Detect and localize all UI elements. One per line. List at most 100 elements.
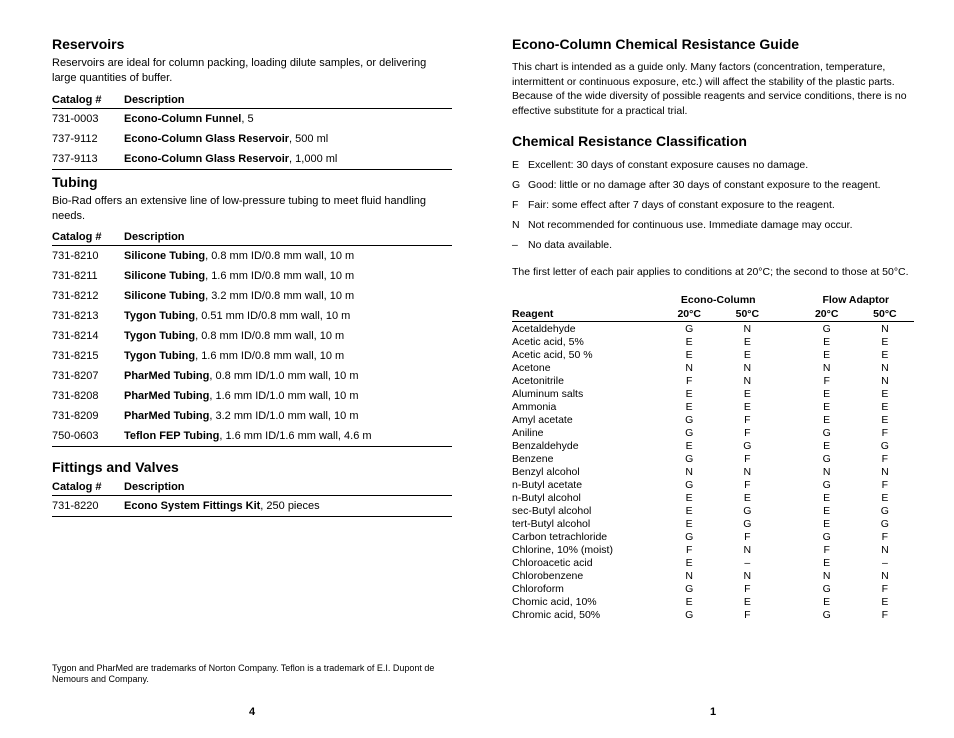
- chem-hd-e50: 50°C: [718, 307, 776, 322]
- chem-value: N: [798, 569, 856, 582]
- chem-hd-f50: 50°C: [856, 307, 914, 322]
- catalog-description: PharMed Tubing, 0.8 mm ID/1.0 mm wall, 1…: [124, 366, 452, 386]
- chem-value: F: [856, 478, 914, 491]
- chem-value: E: [798, 556, 856, 569]
- chem-value: N: [718, 543, 776, 556]
- chem-value: E: [660, 387, 718, 400]
- classification-row: –No data available.: [512, 239, 914, 251]
- chem-value: N: [660, 465, 718, 478]
- chem-value: F: [856, 530, 914, 543]
- left-page-number: 4: [52, 706, 452, 718]
- chem-value: G: [718, 517, 776, 530]
- chem-value: E: [660, 595, 718, 608]
- chem-value: N: [660, 361, 718, 374]
- chem-row: Benzyl alcoholNNNN: [512, 465, 914, 478]
- table-row: 731-8220Econo System Fittings Kit, 250 p…: [52, 496, 452, 517]
- table-row: 731-8207PharMed Tubing, 0.8 mm ID/1.0 mm…: [52, 366, 452, 386]
- chem-value: E: [856, 335, 914, 348]
- classification-code: –: [512, 239, 528, 251]
- chem-value: N: [856, 465, 914, 478]
- chem-value: G: [798, 452, 856, 465]
- chem-value: E: [856, 491, 914, 504]
- reservoirs-header-cat: Catalog #: [52, 92, 124, 109]
- chem-value: E: [798, 439, 856, 452]
- chem-value: E: [718, 400, 776, 413]
- table-row: 737-9113Econo-Column Glass Reservoir, 1,…: [52, 149, 452, 170]
- chem-value: F: [718, 413, 776, 426]
- chem-reagent: Chlorobenzene: [512, 569, 660, 582]
- catalog-description: Tygon Tubing, 0.8 mm ID/0.8 mm wall, 10 …: [124, 326, 452, 346]
- chem-row: AmmoniaEEEE: [512, 400, 914, 413]
- chem-reagent: Chromic acid, 50%: [512, 608, 660, 621]
- chem-value: E: [798, 504, 856, 517]
- catalog-description: Econo-Column Glass Reservoir, 500 ml: [124, 129, 452, 149]
- chem-value: G: [798, 582, 856, 595]
- chem-reagent: n-Butyl alcohol: [512, 491, 660, 504]
- chem-value: E: [660, 556, 718, 569]
- chem-row: sec-Butyl alcoholEGEG: [512, 504, 914, 517]
- tubing-table: Catalog # Description 731-8210Silicone T…: [52, 229, 452, 447]
- reservoirs-header-desc: Description: [124, 92, 452, 109]
- chem-value: N: [718, 465, 776, 478]
- chem-value: G: [660, 452, 718, 465]
- catalog-number: 737-9112: [52, 129, 124, 149]
- chem-row: Acetic acid, 50 %EEEE: [512, 348, 914, 361]
- chem-hd-reagent: Reagent: [512, 307, 660, 322]
- chem-value: E: [798, 387, 856, 400]
- chem-value: E: [718, 387, 776, 400]
- chem-value: E: [798, 413, 856, 426]
- right-page-number: 1: [512, 706, 914, 718]
- chem-value: F: [718, 608, 776, 621]
- catalog-number: 731-8207: [52, 366, 124, 386]
- chem-reagent: Chlorine, 10% (moist): [512, 543, 660, 556]
- chem-value: G: [660, 582, 718, 595]
- chem-value: G: [798, 426, 856, 439]
- chem-value: G: [660, 426, 718, 439]
- fittings-header-cat: Catalog #: [52, 479, 124, 496]
- chem-value: E: [798, 335, 856, 348]
- chem-hd-e20: 20°C: [660, 307, 718, 322]
- chem-value: N: [798, 361, 856, 374]
- chem-row: AcetoneNNNN: [512, 361, 914, 374]
- left-page: Reservoirs Reservoirs are ideal for colu…: [52, 36, 452, 718]
- condition-note: The first letter of each pair applies to…: [512, 265, 914, 280]
- chem-reagent: Chomic acid, 10%: [512, 595, 660, 608]
- chem-value: F: [856, 426, 914, 439]
- chem-row: Chromic acid, 50%GFGF: [512, 608, 914, 621]
- guide-title: Econo-Column Chemical Resistance Guide: [512, 36, 914, 52]
- chemical-resistance-table: Econo-Column Flow Adaptor Reagent 20°C 5…: [512, 293, 914, 621]
- reservoirs-intro: Reservoirs are ideal for column packing,…: [52, 56, 452, 86]
- chem-value: N: [856, 361, 914, 374]
- classification-list: EExcellent: 30 days of constant exposure…: [512, 159, 914, 259]
- left-footnote: Tygon and PharMed are trademarks of Nort…: [52, 633, 452, 686]
- chem-reagent: Carbon tetrachloride: [512, 530, 660, 543]
- catalog-description: Silicone Tubing, 0.8 mm ID/0.8 mm wall, …: [124, 246, 452, 267]
- table-row: 731-8215Tygon Tubing, 1.6 mm ID/0.8 mm w…: [52, 346, 452, 366]
- chem-row: AcetonitrileFNFN: [512, 374, 914, 387]
- chem-value: F: [798, 543, 856, 556]
- chem-value: N: [856, 543, 914, 556]
- chem-row: Chomic acid, 10%EEEE: [512, 595, 914, 608]
- classification-text: Not recommended for continuous use. Imme…: [528, 219, 914, 231]
- tubing-header-cat: Catalog #: [52, 229, 124, 246]
- catalog-description: Silicone Tubing, 1.6 mm ID/0.8 mm wall, …: [124, 266, 452, 286]
- fittings-header-desc: Description: [124, 479, 452, 496]
- catalog-number: 731-8209: [52, 406, 124, 426]
- classification-code: N: [512, 219, 528, 231]
- chem-reagent: Acetaldehyde: [512, 322, 660, 336]
- fittings-title: Fittings and Valves: [52, 459, 452, 475]
- classification-text: Excellent: 30 days of constant exposure …: [528, 159, 914, 171]
- chem-value: F: [718, 530, 776, 543]
- chem-row: BenzaldehydeEGEG: [512, 439, 914, 452]
- chem-value: N: [718, 322, 776, 336]
- chem-reagent: Benzaldehyde: [512, 439, 660, 452]
- chem-reagent: Chloroacetic acid: [512, 556, 660, 569]
- chem-reagent: n-Butyl acetate: [512, 478, 660, 491]
- catalog-description: Silicone Tubing, 3.2 mm ID/0.8 mm wall, …: [124, 286, 452, 306]
- right-page: Econo-Column Chemical Resistance Guide T…: [512, 36, 914, 718]
- table-row: 731-8211Silicone Tubing, 1.6 mm ID/0.8 m…: [52, 266, 452, 286]
- catalog-number: 731-8211: [52, 266, 124, 286]
- chem-value: E: [660, 335, 718, 348]
- guide-intro: This chart is intended as a guide only. …: [512, 60, 914, 119]
- classification-row: NNot recommended for continuous use. Imm…: [512, 219, 914, 231]
